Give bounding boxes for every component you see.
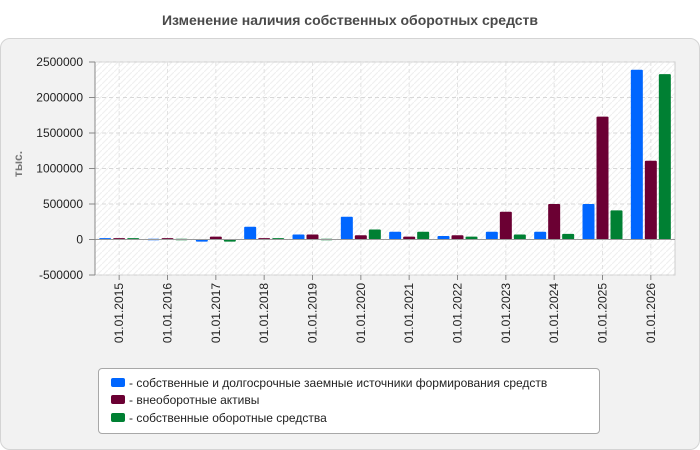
chart-title: Изменение наличия собственных оборотных …	[161, 12, 539, 28]
bar-working-capital	[658, 74, 671, 240]
legend-label-working-capital: - собственные оборотные средства	[129, 411, 327, 425]
y-tick-label: 1000000	[36, 162, 83, 176]
bar-working-capital	[223, 239, 236, 242]
bar-working-capital	[562, 233, 575, 240]
bar-noncurrent-assets	[209, 236, 222, 240]
bar-noncurrent-assets	[306, 234, 319, 240]
bar-working-capital	[610, 210, 623, 240]
bar-own-funds	[630, 69, 643, 240]
bar-working-capital	[465, 236, 478, 240]
x-tick-label: 01.01.2017	[209, 283, 223, 343]
x-tick-label: 01.01.2025	[596, 283, 610, 343]
bar-working-capital	[417, 231, 430, 240]
bar-own-funds	[389, 231, 402, 240]
bar-own-funds	[582, 204, 595, 240]
x-tick-label: 01.01.2024	[547, 283, 561, 343]
legend-label-noncurrent-assets: - внеоборотные активы	[129, 393, 260, 407]
bar-own-funds	[195, 239, 208, 242]
legend-item-own-funds: - собственные и долгосрочные заемные ист…	[111, 375, 547, 391]
bar-noncurrent-assets	[403, 236, 416, 240]
y-tick-label: 500000	[43, 197, 83, 211]
x-tick-label: 01.01.2022	[451, 283, 465, 343]
legend-swatch-own-funds	[111, 378, 125, 387]
bar-noncurrent-assets	[644, 160, 657, 240]
x-tick-label: 01.01.2021	[402, 283, 416, 343]
legend-item-working-capital: - собственные оборотные средства	[111, 410, 327, 426]
x-tick-label: 01.01.2016	[161, 283, 175, 343]
y-tick-label: -500000	[39, 268, 83, 282]
x-tick-label: 01.01.2015	[112, 283, 126, 343]
bar-own-funds	[292, 234, 305, 240]
bar-own-funds	[485, 231, 498, 240]
bar-noncurrent-assets	[548, 204, 561, 240]
bar-noncurrent-assets	[596, 116, 609, 240]
legend-swatch-working-capital	[111, 413, 125, 422]
legend-item-noncurrent-assets: - внеоборотные активы	[111, 392, 259, 408]
y-tick-label: 2000000	[36, 91, 83, 105]
y-axis-label: тыс.	[11, 151, 25, 177]
bar-noncurrent-assets	[451, 235, 464, 240]
bar-noncurrent-assets	[354, 235, 367, 240]
bar-own-funds	[244, 226, 257, 240]
bar-working-capital	[513, 234, 526, 240]
x-tick-label: 01.01.2019	[306, 283, 320, 343]
bar-own-funds	[534, 231, 547, 240]
x-tick-label: 01.01.2020	[354, 283, 368, 343]
x-tick-label: 01.01.2023	[499, 283, 513, 343]
y-tick-label: 0	[76, 233, 83, 247]
bar-own-funds	[340, 216, 353, 240]
bar-own-funds	[437, 235, 450, 240]
x-tick-label: 01.01.2026	[644, 283, 658, 343]
x-tick-label: 01.01.2018	[257, 283, 271, 343]
y-tick-label: 1500000	[36, 126, 83, 140]
legend: - собственные и долгосрочные заемные ист…	[98, 368, 600, 434]
bar-working-capital	[368, 229, 381, 240]
legend-swatch-noncurrent-assets	[111, 395, 125, 404]
legend-label-own-funds: - собственные и долгосрочные заемные ист…	[129, 376, 548, 390]
y-tick-label: 2500000	[36, 55, 83, 69]
bar-noncurrent-assets	[499, 211, 512, 240]
